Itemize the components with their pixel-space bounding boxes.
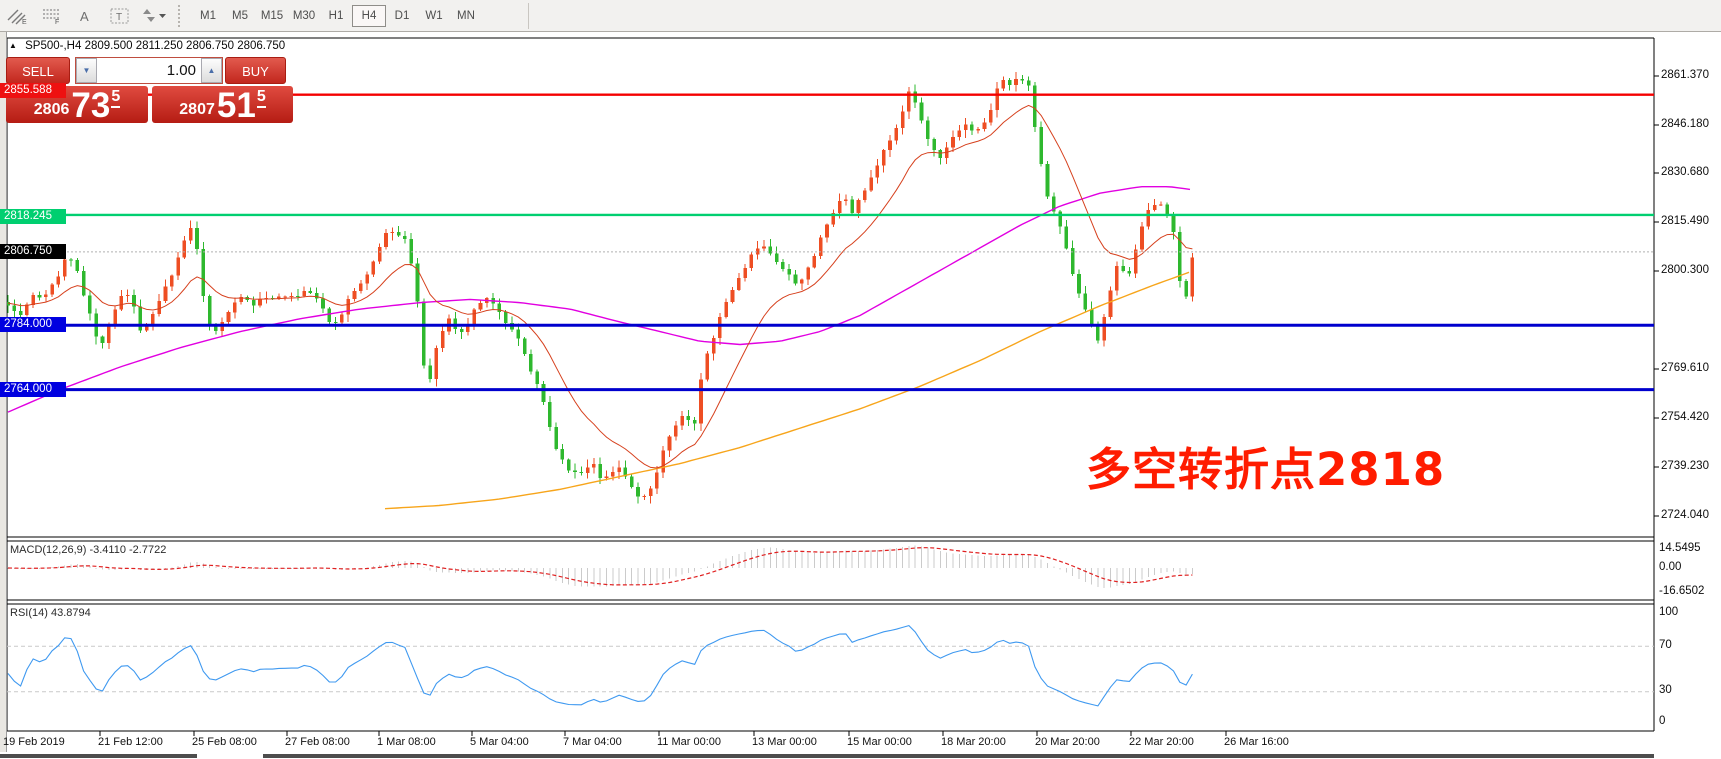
svg-text:F: F <box>55 19 59 25</box>
chart-annotation-text: 多空转折点2818 <box>1086 443 1446 496</box>
macd-axis-tick: -16.6502 <box>1659 585 1705 597</box>
timeframe-button-mn[interactable]: MN <box>457 9 475 22</box>
collapse-arrow-icon[interactable]: ▲ <box>9 41 17 50</box>
timeframe-toolbar: M1 M5 M15 M30 H1 H4 D1 W1 MN <box>192 4 482 27</box>
rsi-axis-tick: 30 <box>1659 684 1672 696</box>
time-axis-label: 25 Feb 08:00 <box>192 736 257 748</box>
timeframe-button-d1[interactable]: D1 <box>394 9 410 22</box>
symbol-timeframe-label: SP500-,H4 <box>25 40 82 52</box>
price-badge: 2784.000 <box>0 316 66 332</box>
price-badge: 2818.245 <box>0 208 66 224</box>
time-axis-label: 21 Feb 12:00 <box>98 736 163 748</box>
price-axis-tick: 2739.230 <box>1661 460 1709 472</box>
chart-header: ▲ SP500-,H4 2809.500 2811.250 2806.750 2… <box>9 40 285 52</box>
price-axis-tick: 2769.610 <box>1661 362 1709 374</box>
bid-price-prefix: 2806 <box>33 101 70 118</box>
ask-price-frac: 5 <box>256 88 266 108</box>
rsi-indicator-label: RSI(14) 43.8794 <box>10 607 91 619</box>
timeframe-button-m30[interactable]: M30 <box>292 9 316 22</box>
svg-text:T: T <box>116 12 122 23</box>
fibonacci-retracement-icon[interactable]: F <box>36 4 68 28</box>
text-label-icon[interactable]: T <box>104 4 136 28</box>
macd-axis-tick: 14.5495 <box>1659 542 1701 554</box>
price-axis-tick: 2830.680 <box>1661 166 1709 178</box>
horizontal-scrollbar[interactable] <box>0 753 1721 759</box>
rsi-axis-tick: 100 <box>1659 606 1679 618</box>
price-badge: 2806.750 <box>0 243 66 259</box>
volume-input[interactable] <box>97 58 201 83</box>
price-axis-tick: 2754.420 <box>1661 411 1709 423</box>
timeframe-button-m15[interactable]: M15 <box>260 9 284 22</box>
price-axis-tick: 2846.180 <box>1661 118 1709 130</box>
bid-price-frac: 5 <box>111 88 121 108</box>
price-axis-tick: 2861.370 <box>1661 69 1709 81</box>
macd-indicator-label: MACD(12,26,9) -3.4110 -2.7722 <box>10 544 167 556</box>
svg-text:E: E <box>22 19 27 25</box>
time-axis-label: 15 Mar 00:00 <box>847 736 912 748</box>
timeframe-button-m5[interactable]: M5 <box>232 9 248 22</box>
time-axis-label: 26 Mar 16:00 <box>1224 736 1289 748</box>
ask-price-main: 51 <box>216 86 256 125</box>
time-axis-label: 13 Mar 00:00 <box>752 736 817 748</box>
time-axis-label: 20 Mar 20:00 <box>1035 736 1100 748</box>
toolbar-separator <box>528 2 529 29</box>
ask-price-panel[interactable]: 2807 51 5 <box>152 86 293 123</box>
time-axis-label: 7 Mar 04:00 <box>563 736 622 748</box>
volume-decrease-button[interactable]: ▼ <box>76 58 97 83</box>
ohlc-values: 2809.500 2811.250 2806.750 2806.750 <box>84 40 286 52</box>
macd-axis-tick: 0.00 <box>1659 561 1682 573</box>
toolbar: E F A T <box>0 0 1721 32</box>
volume-increase-button[interactable]: ▲ <box>201 58 222 83</box>
bid-price-main: 73 <box>71 86 111 125</box>
time-axis-label: 19 Feb 2019 <box>3 736 65 748</box>
timeframe-button-m1[interactable]: M1 <box>200 9 216 22</box>
arrow-tools-icon[interactable] <box>138 4 170 28</box>
time-axis-label: 18 Mar 20:00 <box>941 736 1006 748</box>
one-click-trading-widget: SELL ▼ ▲ BUY 2806 73 5 2807 51 5 <box>6 57 293 123</box>
text-icon[interactable]: A <box>70 4 102 28</box>
rsi-axis-tick: 70 <box>1659 639 1672 651</box>
time-axis-label: 1 Mar 08:00 <box>377 736 436 748</box>
price-axis-tick: 2815.490 <box>1661 215 1709 227</box>
ask-price-prefix: 2807 <box>179 101 215 118</box>
timeframe-button-h1[interactable]: H1 <box>328 9 344 22</box>
timeframe-button-h4[interactable]: H4 <box>352 4 386 27</box>
toolbar-grip[interactable] <box>178 4 188 27</box>
rsi-axis-tick: 0 <box>1659 715 1666 727</box>
time-axis-label: 11 Mar 00:00 <box>657 736 722 748</box>
buy-button[interactable]: BUY <box>225 57 286 84</box>
price-axis-tick: 2724.040 <box>1661 509 1709 521</box>
time-axis-label: 5 Mar 04:00 <box>470 736 529 748</box>
svg-text:A: A <box>80 9 89 24</box>
time-axis-label: 27 Feb 08:00 <box>285 736 350 748</box>
time-axis-label: 22 Mar 20:00 <box>1129 736 1194 748</box>
timeframe-button-w1[interactable]: W1 <box>425 9 443 22</box>
equidistant-channel-icon[interactable]: E <box>2 4 34 28</box>
price-badge: 2764.000 <box>0 381 66 397</box>
price-axis-tick: 2800.300 <box>1661 264 1709 276</box>
sell-button[interactable]: SELL <box>6 57 70 84</box>
volume-stepper: ▼ ▲ <box>75 57 223 84</box>
price-badge: 2855.588 <box>0 82 66 98</box>
